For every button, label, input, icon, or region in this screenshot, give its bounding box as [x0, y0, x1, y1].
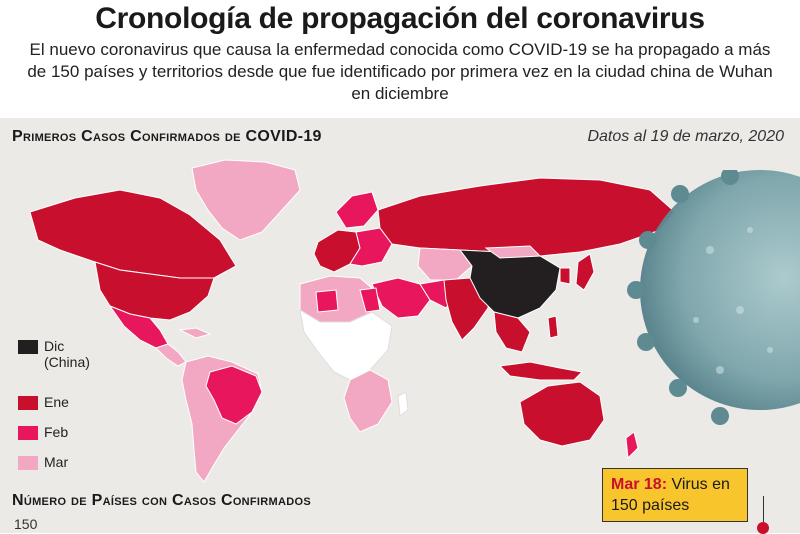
caribbean	[178, 327, 212, 339]
legend-item-dic: Dic (China)	[18, 338, 90, 370]
legend-label: Ene	[44, 394, 69, 410]
world-map	[29, 159, 676, 483]
legend-swatch	[18, 426, 38, 440]
page-title: Cronología de propagación del coronaviru…	[95, 2, 705, 35]
indonesia	[498, 361, 584, 381]
callout-text: Virus en 150 países	[611, 476, 730, 514]
chart-heading: Número de Países con Casos Confirmados	[12, 492, 311, 509]
y-axis-tick: 150	[14, 516, 38, 532]
callout-box: Mar 18: Virus en 150 países	[602, 468, 748, 522]
callout-marker	[757, 522, 769, 534]
legend-swatch	[18, 456, 38, 470]
egypt	[359, 287, 381, 313]
date-note: Datos al 19 de marzo, 2020	[587, 128, 784, 145]
algeria	[315, 289, 339, 313]
southeast-asia	[493, 311, 531, 353]
central-america	[155, 343, 187, 367]
madagascar	[397, 391, 409, 417]
europe-west	[313, 229, 361, 273]
legend-item-ene: Ene	[18, 394, 69, 410]
callout-leader-line	[763, 496, 764, 526]
greenland	[191, 159, 301, 241]
callout-date: Mar 18:	[611, 476, 668, 493]
japan	[575, 253, 595, 291]
new-zealand	[625, 431, 639, 460]
legend-label: Dic (China)	[44, 338, 90, 370]
legend-label: Feb	[44, 424, 69, 440]
legend-swatch	[18, 340, 38, 354]
legend-label: Mar	[44, 454, 69, 470]
middle-east	[371, 277, 431, 319]
legend-item-mar: Mar	[18, 454, 68, 470]
australia	[519, 381, 605, 447]
africa-south	[343, 369, 393, 433]
legend-swatch	[18, 396, 38, 410]
coronavirus-illustration	[627, 170, 800, 425]
page-subtitle: El nuevo coronavirus que causa la enferm…	[27, 40, 773, 103]
brazil	[205, 365, 263, 425]
africa-central	[299, 309, 393, 381]
korea	[559, 267, 571, 285]
mongolia	[484, 245, 542, 259]
map-heading: Primeros Casos Confirmados de COVID-19	[12, 128, 322, 145]
scandinavia	[335, 191, 379, 229]
philippines	[547, 315, 559, 339]
legend-item-feb: Feb	[18, 424, 68, 440]
russia	[377, 177, 676, 257]
